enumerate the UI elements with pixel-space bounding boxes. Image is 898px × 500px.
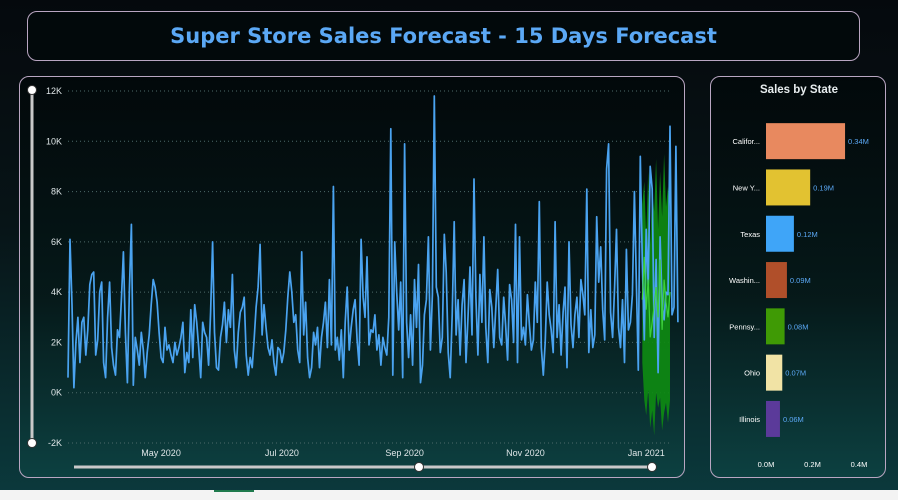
state-category-label: Pennsy... <box>729 322 760 331</box>
dashboard-title: Super Store Sales Forecast - 15 Days For… <box>170 24 717 48</box>
y-tick-label: 12K <box>46 86 62 96</box>
bar-value-label: 0.08M <box>788 322 809 331</box>
bar-value-label: 0.12M <box>797 230 818 239</box>
y-tick-label: 10K <box>46 136 62 146</box>
y-tick-label: 4K <box>51 287 62 297</box>
x-tick-label: May 2020 <box>141 448 181 458</box>
x-tick-label: Jul 2020 <box>265 448 299 458</box>
bar-chart-title: Sales by State <box>760 84 838 96</box>
state-category-label: Washin... <box>729 276 760 285</box>
forecast-line-chart[interactable]: 12K 10K 8K 6K 4K 2K 0K -2K May 2020 Jul 2020 Sep 2… <box>20 77 686 479</box>
forecast-line <box>641 256 671 338</box>
bar-x-tick-label: 0.4M <box>851 460 868 469</box>
actual-sales-line <box>67 95 679 389</box>
state-category-label: Texas <box>740 230 760 239</box>
y-tick-label: 2K <box>51 337 62 347</box>
sales-by-state-chart[interactable]: Sales by State Califor... 0.34M New Y... 0.1… <box>711 77 887 479</box>
bar-value-label: 0.09M <box>790 276 811 285</box>
sales-by-state-panel[interactable]: Sales by State Califor... 0.34M New Y... 0.1… <box>710 76 886 478</box>
state-sales-bar[interactable] <box>766 354 783 391</box>
state-sales-bar[interactable] <box>766 262 787 299</box>
y-tick-label: 6K <box>51 237 62 247</box>
bar-x-tick-label: 0.2M <box>804 460 821 469</box>
y-tick-label: 0K <box>51 388 62 398</box>
bar-value-label: 0.06M <box>783 415 804 424</box>
bottom-page-bar <box>0 490 898 500</box>
x-tick-label: Jan 2021 <box>628 448 665 458</box>
bar-x-tick-label: 0.0M <box>758 460 775 469</box>
active-page-tab[interactable] <box>214 490 254 492</box>
y-slider-top-handle[interactable] <box>27 85 37 95</box>
y-tick-label: -2K <box>48 438 62 448</box>
state-category-label: Califor... <box>732 137 760 146</box>
state-sales-bar[interactable] <box>766 308 785 345</box>
state-category-label: Ohio <box>744 369 760 378</box>
bar-value-label: 0.19M <box>813 183 834 192</box>
state-category-label: New Y... <box>733 183 760 192</box>
state-category-label: Illinois <box>739 415 760 424</box>
x-tick-label: Nov 2020 <box>506 448 545 458</box>
x-slider-right-handle[interactable] <box>647 462 657 472</box>
state-sales-bar[interactable] <box>766 215 794 252</box>
y-slider-bottom-handle[interactable] <box>27 438 37 448</box>
x-tick-label: Sep 2020 <box>385 448 424 458</box>
state-sales-bar[interactable] <box>766 169 811 206</box>
x-slider-left-handle[interactable] <box>414 462 424 472</box>
forecast-line-chart-panel[interactable]: 12K 10K 8K 6K 4K 2K 0K -2K May 2020 Jul 2020 Sep 2… <box>19 76 685 478</box>
state-sales-bar[interactable] <box>766 400 780 437</box>
y-tick-label: 8K <box>51 187 62 197</box>
state-sales-bar[interactable] <box>766 123 846 160</box>
title-banner: Super Store Sales Forecast - 15 Days For… <box>27 11 860 61</box>
bar-value-label: 0.34M <box>848 137 869 146</box>
bar-value-label: 0.07M <box>785 369 806 378</box>
